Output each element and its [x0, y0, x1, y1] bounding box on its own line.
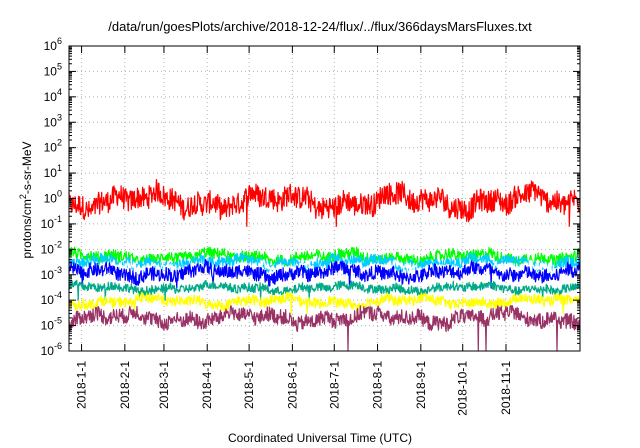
y-tick-labels: 10-6 10-5 10-4 10-3 10-2 10-1 100 101 102 103 104 1… — [41, 36, 62, 358]
x-tick-label: 2018-8-1 — [371, 361, 385, 409]
y-tick-label: 105 — [44, 61, 62, 78]
y-tick-label: 100 — [44, 189, 62, 206]
y-tick-label: 10-5 — [41, 316, 62, 333]
flux-series-line-5 — [68, 259, 581, 289]
y-tick-label: 104 — [44, 87, 62, 104]
flux-series-line-7 — [68, 291, 581, 315]
y-tick-label: 103 — [44, 112, 62, 129]
flux-series-line-2 — [68, 246, 581, 268]
series-layer — [68, 179, 581, 352]
y-axis-label: protons/cm2-s-sr-MeV — [18, 141, 34, 259]
y-tick-label: 10-4 — [41, 290, 62, 307]
x-tick-label: 2018-9-1 — [414, 361, 428, 409]
flux-series-line-1 — [68, 179, 581, 227]
x-tick-label: 2018-11-1 — [499, 361, 513, 415]
x-tick-label: 2018-1-1 — [75, 361, 89, 409]
x-tick-label: 2018-7-1 — [327, 361, 341, 409]
y-tick-label: 106 — [44, 36, 62, 53]
chart-title: /data/run/goesPlots/archive/2018-12-24/f… — [108, 19, 532, 34]
axis-ticks — [69, 45, 580, 352]
x-tick-label: 2018-2-1 — [118, 361, 132, 409]
x-axis-label: Coordinated Universal Time (UTC) — [227, 431, 413, 445]
flux-series-line-6 — [68, 279, 581, 301]
y-tick-label: 10-2 — [41, 239, 62, 256]
x-tick-label: 2018-10-1 — [456, 361, 470, 416]
x-tick-label: 2018-6-1 — [285, 361, 299, 409]
y-tick-label: 10-1 — [41, 214, 62, 231]
y-tick-label: 10-6 — [41, 341, 62, 358]
y-tick-label: 101 — [44, 163, 62, 180]
y-tick-label: 102 — [44, 138, 62, 155]
x-tick-labels: 2018-1-1 2018-2-1 2018-3-1 2018-4-1 2018-5-1… — [75, 361, 513, 416]
flux-series-line-4 — [68, 259, 581, 281]
x-tick-label: 2018-5-1 — [242, 361, 256, 409]
flux-series-line-8 — [68, 305, 581, 352]
x-tick-label: 2018-3-1 — [157, 361, 171, 409]
x-tick-label: 2018-4-1 — [200, 361, 214, 409]
y-tick-label: 10-3 — [41, 265, 62, 282]
